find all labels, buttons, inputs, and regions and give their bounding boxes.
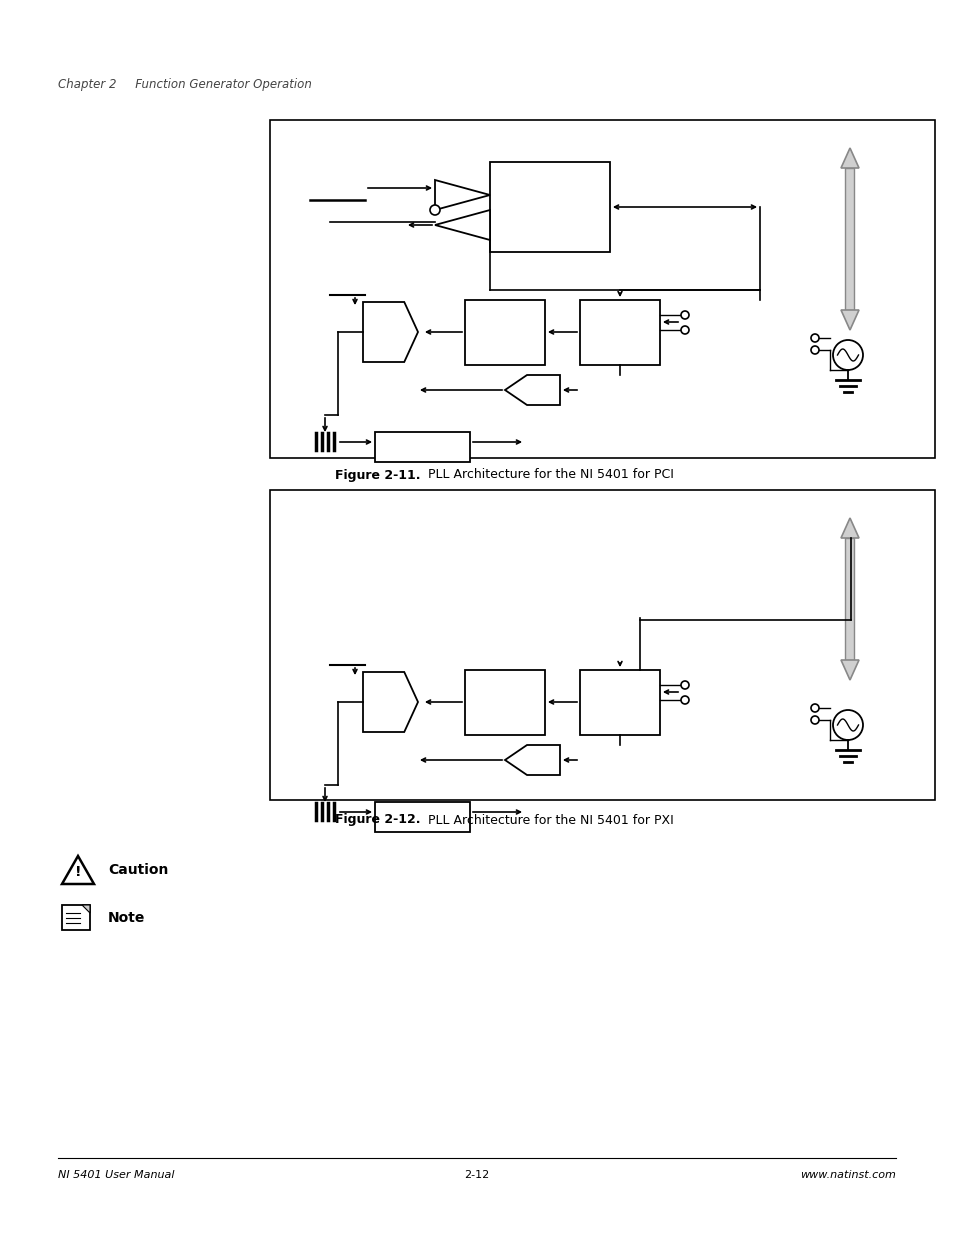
Circle shape bbox=[680, 311, 688, 319]
Text: Chapter 2     Function Generator Operation: Chapter 2 Function Generator Operation bbox=[58, 78, 312, 91]
Polygon shape bbox=[435, 210, 490, 240]
Bar bbox=[464, 671, 544, 735]
Circle shape bbox=[680, 697, 688, 704]
Text: !: ! bbox=[74, 864, 81, 879]
Text: Note: Note bbox=[108, 910, 145, 925]
Polygon shape bbox=[504, 375, 559, 405]
Polygon shape bbox=[82, 905, 90, 913]
Polygon shape bbox=[841, 659, 858, 680]
Circle shape bbox=[810, 704, 818, 713]
Bar bbox=[375, 432, 470, 462]
Bar bbox=[579, 671, 659, 735]
Polygon shape bbox=[841, 517, 858, 538]
Bar bbox=[844, 538, 854, 659]
Circle shape bbox=[810, 346, 818, 354]
Text: 2-12: 2-12 bbox=[464, 1170, 489, 1179]
Circle shape bbox=[832, 340, 862, 370]
Text: Caution: Caution bbox=[108, 863, 168, 877]
Polygon shape bbox=[530, 745, 559, 776]
Polygon shape bbox=[62, 856, 94, 884]
Text: PLL Architecture for the NI 5401 for PCI: PLL Architecture for the NI 5401 for PCI bbox=[419, 468, 673, 482]
Bar bbox=[464, 300, 544, 366]
Polygon shape bbox=[530, 375, 559, 405]
Circle shape bbox=[680, 680, 688, 689]
Circle shape bbox=[832, 710, 862, 740]
Text: NI 5401 User Manual: NI 5401 User Manual bbox=[58, 1170, 174, 1179]
Bar bbox=[270, 490, 934, 800]
Bar bbox=[62, 905, 90, 930]
Bar bbox=[270, 120, 934, 458]
Polygon shape bbox=[841, 148, 858, 168]
Polygon shape bbox=[504, 745, 559, 776]
Circle shape bbox=[430, 205, 439, 215]
Circle shape bbox=[810, 333, 818, 342]
Bar bbox=[844, 168, 854, 310]
Bar bbox=[579, 300, 659, 366]
Circle shape bbox=[810, 716, 818, 724]
Text: Figure 2-11.: Figure 2-11. bbox=[335, 468, 420, 482]
Polygon shape bbox=[841, 310, 858, 330]
Polygon shape bbox=[363, 303, 417, 362]
Bar bbox=[490, 162, 609, 252]
Text: PLL Architecture for the NI 5401 for PXI: PLL Architecture for the NI 5401 for PXI bbox=[419, 814, 673, 826]
Polygon shape bbox=[435, 180, 490, 210]
Text: Figure 2-12.: Figure 2-12. bbox=[335, 814, 420, 826]
Bar bbox=[375, 802, 470, 832]
Polygon shape bbox=[363, 672, 417, 732]
Text: www.natinst.com: www.natinst.com bbox=[800, 1170, 895, 1179]
Circle shape bbox=[680, 326, 688, 333]
